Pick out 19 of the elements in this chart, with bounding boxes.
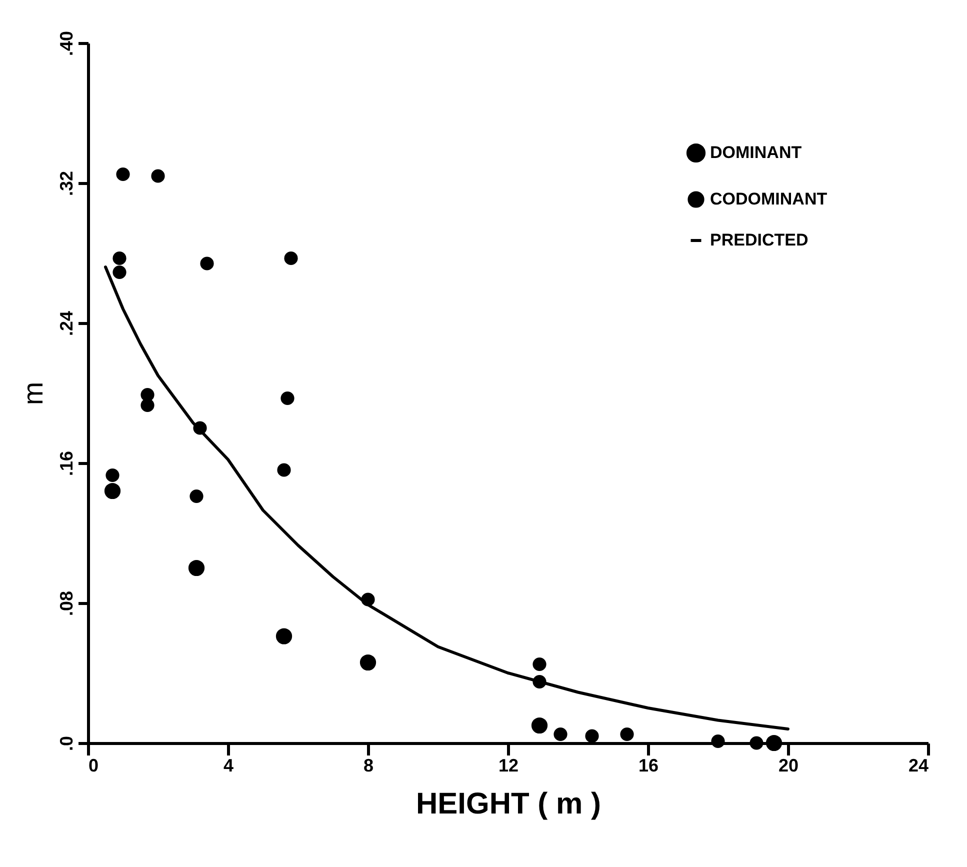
y-tick-label: .24: [56, 310, 76, 336]
x-axis-title: HEIGHT ( m ): [416, 788, 601, 820]
legend-label: PREDICTED: [710, 230, 808, 250]
y-tick-label: .0: [56, 736, 76, 752]
y-tick-label: .16: [56, 450, 76, 476]
line-series: [104, 266, 790, 730]
x-tick-label: 24: [908, 756, 928, 776]
x-tick-label: 20: [778, 756, 799, 776]
x-tick-label: 0: [88, 756, 99, 776]
x-tick-label: 4: [223, 756, 234, 776]
x-tick-label: 12: [498, 756, 519, 776]
x-tick-label: 16: [638, 756, 659, 776]
y-tick-label: .08: [56, 590, 76, 616]
y-tick-label: .32: [56, 170, 76, 196]
legend-label: DOMINANT: [710, 143, 802, 162]
y-tick-label: .40: [56, 30, 76, 56]
y-axis-title: m: [18, 382, 48, 406]
x-tick-label: 8: [363, 756, 374, 776]
legend-label: CODOMINANT: [710, 190, 828, 208]
